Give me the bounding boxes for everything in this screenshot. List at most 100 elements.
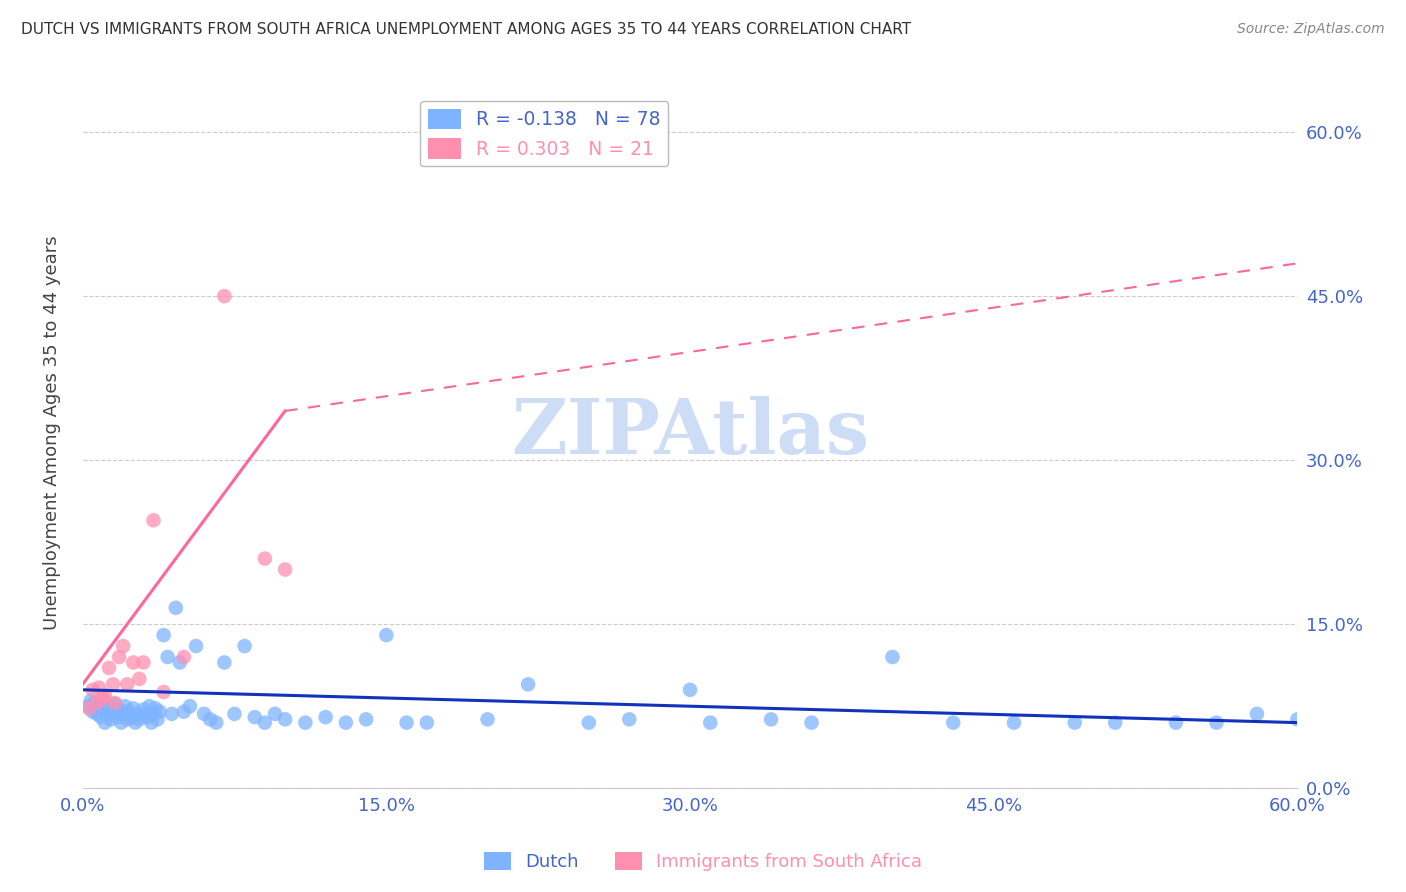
- Point: [214, 289, 236, 303]
- Point: [91, 691, 114, 706]
- Point: [274, 712, 297, 726]
- Point: [173, 650, 195, 665]
- Point: [108, 650, 131, 665]
- Point: [1002, 715, 1025, 730]
- Point: [160, 706, 183, 721]
- Point: [82, 705, 104, 719]
- Point: [77, 701, 100, 715]
- Point: [80, 694, 103, 708]
- Point: [142, 513, 165, 527]
- Point: [517, 677, 540, 691]
- Point: [86, 706, 108, 721]
- Point: [94, 688, 117, 702]
- Point: [169, 656, 191, 670]
- Point: [942, 715, 965, 730]
- Point: [156, 650, 179, 665]
- Point: [274, 562, 297, 576]
- Point: [253, 551, 276, 566]
- Point: [141, 715, 163, 730]
- Point: [354, 712, 377, 726]
- Point: [83, 696, 105, 710]
- Point: [149, 705, 172, 719]
- Point: [87, 681, 110, 695]
- Text: ZIPAtlas: ZIPAtlas: [510, 396, 869, 470]
- Point: [127, 706, 149, 721]
- Point: [679, 682, 702, 697]
- Point: [101, 677, 124, 691]
- Point: [477, 712, 499, 726]
- Point: [193, 706, 215, 721]
- Point: [87, 702, 110, 716]
- Point: [77, 699, 100, 714]
- Point: [395, 715, 418, 730]
- Point: [134, 706, 156, 721]
- Point: [108, 702, 131, 716]
- Point: [86, 696, 108, 710]
- Point: [132, 656, 155, 670]
- Point: [375, 628, 398, 642]
- Point: [294, 715, 316, 730]
- Point: [759, 712, 782, 726]
- Point: [578, 715, 600, 730]
- Point: [100, 712, 122, 726]
- Point: [96, 706, 118, 721]
- Point: [882, 650, 904, 665]
- Point: [82, 682, 104, 697]
- Point: [122, 656, 145, 670]
- Point: [118, 705, 141, 719]
- Point: [1205, 715, 1227, 730]
- Point: [128, 672, 150, 686]
- Point: [136, 710, 159, 724]
- Point: [184, 639, 207, 653]
- Point: [619, 712, 641, 726]
- Point: [90, 710, 112, 724]
- Point: [120, 710, 142, 724]
- Point: [104, 697, 127, 711]
- Point: [112, 706, 135, 721]
- Point: [224, 706, 246, 721]
- Point: [233, 639, 256, 653]
- Y-axis label: Unemployment Among Ages 35 to 44 years: Unemployment Among Ages 35 to 44 years: [44, 235, 60, 630]
- Point: [243, 710, 266, 724]
- Point: [699, 715, 721, 730]
- Legend: R = -0.138   N = 78, R = 0.303   N = 21: R = -0.138 N = 78, R = 0.303 N = 21: [420, 101, 668, 167]
- Point: [115, 712, 138, 726]
- Point: [110, 715, 132, 730]
- Point: [315, 710, 337, 724]
- Point: [205, 715, 228, 730]
- Point: [142, 706, 165, 721]
- Text: Source: ZipAtlas.com: Source: ZipAtlas.com: [1237, 22, 1385, 37]
- Point: [105, 710, 128, 724]
- Legend: Dutch, Immigrants from South Africa: Dutch, Immigrants from South Africa: [477, 845, 929, 879]
- Point: [179, 699, 201, 714]
- Point: [152, 685, 174, 699]
- Point: [152, 628, 174, 642]
- Point: [124, 715, 146, 730]
- Text: DUTCH VS IMMIGRANTS FROM SOUTH AFRICA UNEMPLOYMENT AMONG AGES 35 TO 44 YEARS COR: DUTCH VS IMMIGRANTS FROM SOUTH AFRICA UN…: [21, 22, 911, 37]
- Point: [112, 639, 135, 653]
- Point: [200, 712, 222, 726]
- Point: [91, 691, 114, 706]
- Point: [1104, 715, 1126, 730]
- Point: [264, 706, 287, 721]
- Point: [146, 712, 169, 726]
- Point: [173, 705, 195, 719]
- Point: [128, 712, 150, 726]
- Point: [98, 661, 121, 675]
- Point: [132, 702, 155, 716]
- Point: [94, 715, 117, 730]
- Point: [253, 715, 276, 730]
- Point: [115, 677, 138, 691]
- Point: [165, 600, 187, 615]
- Point: [335, 715, 357, 730]
- Point: [800, 715, 823, 730]
- Point: [98, 699, 121, 714]
- Point: [145, 701, 167, 715]
- Point: [1063, 715, 1085, 730]
- Point: [1164, 715, 1187, 730]
- Point: [104, 696, 127, 710]
- Point: [114, 699, 136, 714]
- Point: [138, 699, 160, 714]
- Point: [1246, 706, 1268, 721]
- Point: [416, 715, 439, 730]
